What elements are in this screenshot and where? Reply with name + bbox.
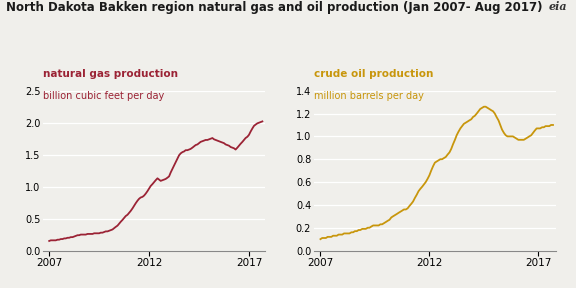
Text: million barrels per day: million barrels per day — [314, 91, 424, 101]
Text: crude oil production: crude oil production — [314, 69, 433, 79]
Text: eia: eia — [549, 1, 567, 12]
Text: billion cubic feet per day: billion cubic feet per day — [43, 91, 165, 101]
Text: natural gas production: natural gas production — [43, 69, 178, 79]
Text: North Dakota Bakken region natural gas and oil production (Jan 2007- Aug 2017): North Dakota Bakken region natural gas a… — [6, 1, 542, 14]
